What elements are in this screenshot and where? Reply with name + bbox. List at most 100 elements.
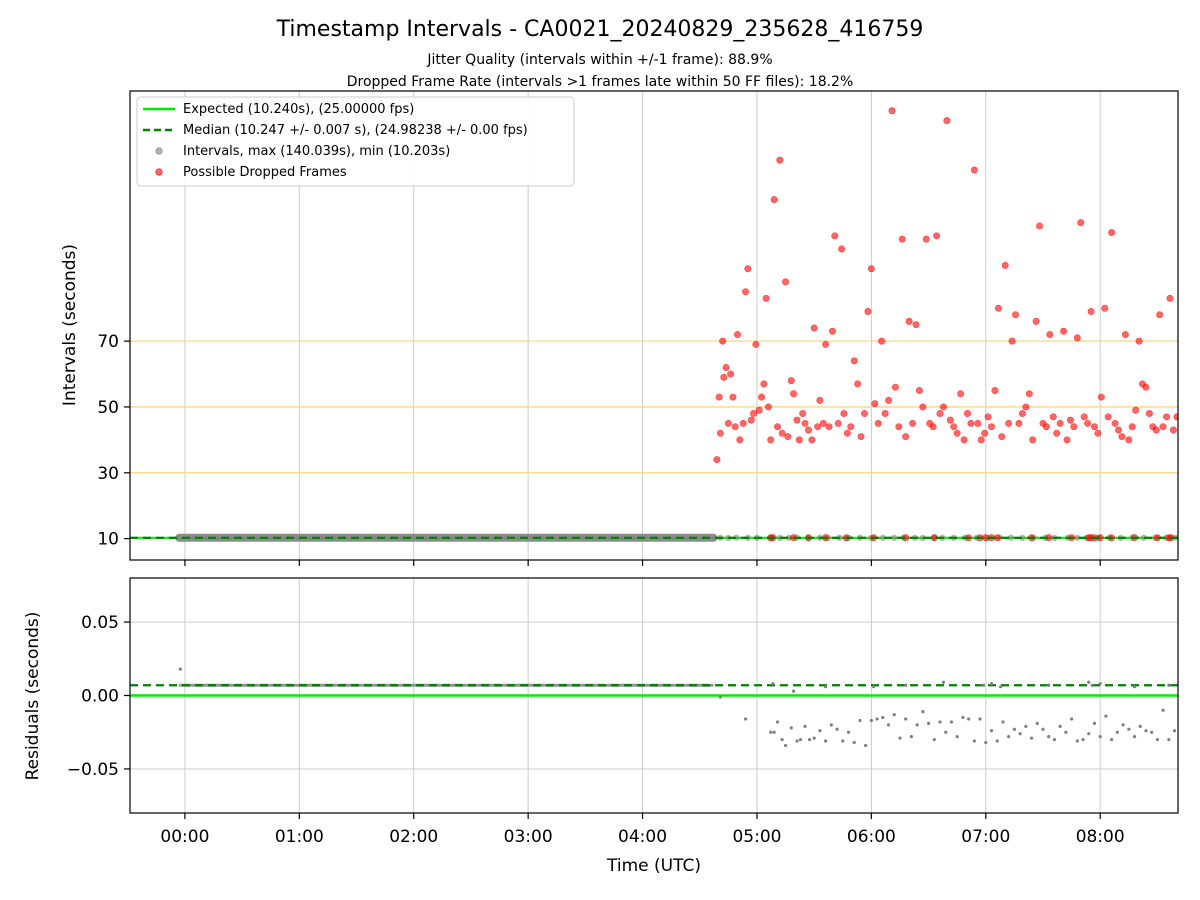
legend-dropped-label: Possible Dropped Frames xyxy=(183,165,347,180)
x-axis-label: Time (UTC) xyxy=(606,856,701,876)
residual-point xyxy=(818,729,822,733)
xtick-label-5: 05:00 xyxy=(732,827,781,847)
dropped-frame-point xyxy=(994,304,1002,312)
residual-point xyxy=(938,720,942,724)
residual-point xyxy=(904,717,908,721)
residual-point xyxy=(1098,682,1102,686)
residuals-y-axis-label: Residuals (seconds) xyxy=(23,612,43,781)
residual-point xyxy=(1172,729,1177,733)
dropped-frame-point xyxy=(814,423,822,431)
dropped-frame-point xyxy=(912,321,920,329)
dropped-frame-point xyxy=(1087,308,1095,316)
legend-expected-label: Expected (10.240s), (25.00000 fps) xyxy=(183,102,414,117)
residual-point xyxy=(1092,721,1097,726)
dropped-frame-point xyxy=(953,429,961,437)
dropped-frame-point xyxy=(895,423,903,431)
dropped-frame-point xyxy=(854,380,862,388)
dropped-frame-point xyxy=(1125,436,1133,444)
dropped-frame-point xyxy=(838,245,846,253)
dropped-frame-point xyxy=(1066,416,1074,424)
residual-point xyxy=(981,683,986,687)
xtick-label-3: 03:00 xyxy=(504,827,553,847)
dropped-frame-point xyxy=(1084,419,1092,427)
dropped-frame-point xyxy=(787,377,795,385)
dropped-frame-point xyxy=(1156,311,1164,319)
dropped-frame-point xyxy=(716,429,724,437)
dropped-frame-point xyxy=(970,166,978,174)
dropped-frame-point xyxy=(799,410,807,418)
dropped-frame-point xyxy=(722,363,730,371)
dropped-frame-point xyxy=(736,436,744,444)
dropped-frame-point xyxy=(991,387,999,395)
residuals-ytick-label-2: 0.05 xyxy=(81,613,119,633)
dropped-frame-point xyxy=(1097,393,1105,401)
dropped-frame-point xyxy=(819,419,827,427)
threshold-lines xyxy=(130,340,1178,474)
dropped-frame-point xyxy=(902,433,910,441)
residual-point xyxy=(1110,737,1114,742)
dropped-frame-point xyxy=(847,423,855,431)
residual-point xyxy=(852,740,856,745)
residual-point xyxy=(864,743,868,748)
residual-point xyxy=(1024,724,1028,728)
dropped-frame-point xyxy=(776,156,784,164)
legend-intervals-label: Intervals, max (140.039s), min (10.203s) xyxy=(183,144,450,159)
residual-point xyxy=(984,740,988,745)
dropped-frame-point xyxy=(1135,337,1143,345)
residuals-panel: −0.050.000.05 00:00 01:00 02:00 03:00 04:00 0… xyxy=(23,577,1179,876)
dropped-frame-point xyxy=(1108,229,1116,237)
dropped-frame-point xyxy=(943,117,951,125)
xtick-label-4: 04:00 xyxy=(618,827,667,847)
dropped-frame-point xyxy=(828,327,836,335)
interval-point xyxy=(1019,534,1026,542)
dropped-frame-point xyxy=(795,436,803,444)
residual-point xyxy=(1052,737,1057,742)
dropped-frame-point xyxy=(1063,436,1071,444)
interval-point xyxy=(733,534,740,541)
dropped-frame-point xyxy=(1060,327,1068,335)
residual-point xyxy=(989,729,994,733)
residual-point xyxy=(932,737,936,742)
dropped-frame-point xyxy=(864,308,872,316)
dropped-frame-point xyxy=(984,413,992,421)
intervals-x-ticks xyxy=(184,560,1101,566)
residual-point xyxy=(875,717,879,721)
dropped-frame-point xyxy=(946,416,954,424)
dropped-frame-point xyxy=(861,410,869,418)
dropped-frame-point xyxy=(752,340,760,348)
chart-title: Timestamp Intervals - CA0021_20240829_23… xyxy=(276,17,924,42)
dropped-frame-point xyxy=(816,396,824,404)
intervals-legend: Expected (10.240s), (25.00000 fps) Media… xyxy=(136,96,575,187)
dropped-frame-point xyxy=(1173,413,1178,421)
residual-point xyxy=(915,723,919,727)
dropped-frame-point xyxy=(744,265,752,273)
dropped-frame-point xyxy=(1070,423,1078,431)
interval-point xyxy=(1007,534,1015,541)
dropped-frame-point xyxy=(1163,413,1171,421)
residual-point xyxy=(795,739,799,743)
residual-point xyxy=(780,737,784,742)
residual-point xyxy=(1029,736,1034,740)
chart-subtitle-dropped: Dropped Frame Rate (intervals >1 frames … xyxy=(347,74,854,90)
intervals-plot-frame xyxy=(129,90,1179,561)
residual-point xyxy=(898,736,902,740)
interval-point xyxy=(1074,534,1081,541)
dropped-frame-point xyxy=(719,337,727,345)
dropped-frame-point xyxy=(898,235,906,243)
dropped-frame-point xyxy=(843,429,851,437)
dropped-frame-point xyxy=(713,456,721,464)
residual-point xyxy=(789,726,793,730)
residual-point xyxy=(718,695,722,699)
dropped-frame-point xyxy=(758,393,766,401)
residual-point xyxy=(1127,727,1131,731)
residual-point xyxy=(858,718,862,723)
dropped-frame-point xyxy=(822,340,830,348)
dropped-frame-point xyxy=(1005,419,1013,427)
residual-point xyxy=(1155,737,1160,742)
residual-point xyxy=(881,715,885,720)
residual-point xyxy=(1064,730,1068,734)
residual-point xyxy=(1047,683,1051,687)
dropped-frame-point xyxy=(767,436,775,444)
dropped-frame-point xyxy=(929,423,937,431)
dropped-frame-point xyxy=(981,429,989,437)
